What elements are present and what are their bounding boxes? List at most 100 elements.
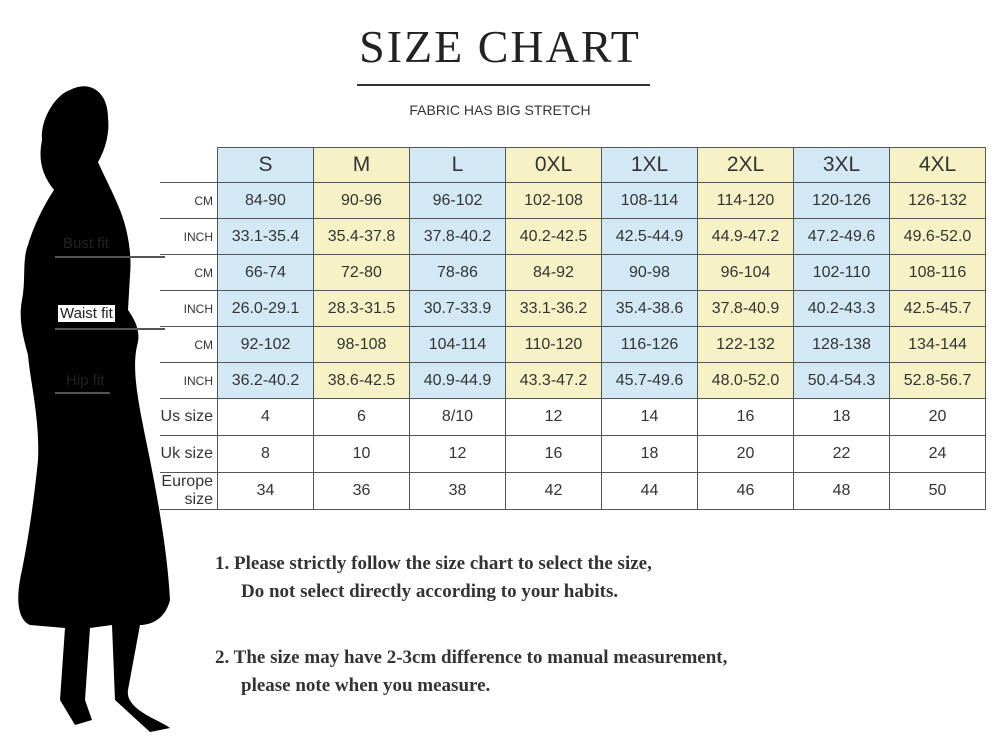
table-cell: 10 xyxy=(313,435,410,473)
subtitle: FABRIC HAS BIG STRETCH xyxy=(409,102,591,118)
header-row: S M L 0XL 1XL 2XL 3XL 4XL xyxy=(160,147,986,183)
table-cell: 104-114 xyxy=(409,326,506,363)
row-label: Europe size xyxy=(160,472,218,510)
table-cell: 35.4-37.8 xyxy=(313,218,410,255)
size-header: L xyxy=(409,147,506,183)
table-cell: 44 xyxy=(601,472,698,510)
row-label: INCH xyxy=(160,362,218,399)
table-cell: 44.9-47.2 xyxy=(697,218,794,255)
table-cell: 28.3-31.5 xyxy=(313,290,410,327)
table-cell: 84-92 xyxy=(505,254,602,291)
table-row: Us size 4 6 8/10 12 14 16 18 20 xyxy=(160,398,986,436)
table-row: CM 84-90 90-96 96-102 102-108 108-114 114-120 1… xyxy=(160,182,986,219)
table-cell: 37.8-40.9 xyxy=(697,290,794,327)
divider-waist xyxy=(55,328,165,330)
table-cell: 108-116 xyxy=(889,254,986,291)
title-underline xyxy=(357,84,650,86)
size-header: 0XL xyxy=(505,147,602,183)
table-cell: 35.4-38.6 xyxy=(601,290,698,327)
row-label: INCH xyxy=(160,290,218,327)
table-cell: 16 xyxy=(505,435,602,473)
table-cell: 36.2-40.2 xyxy=(217,362,314,399)
divider-bust xyxy=(55,256,165,258)
table-cell: 102-110 xyxy=(793,254,890,291)
table-cell: 8/10 xyxy=(409,398,506,436)
table-cell: 126-132 xyxy=(889,182,986,219)
row-label: CM xyxy=(160,182,218,219)
page-title: SIZE CHART xyxy=(359,21,641,72)
table-cell: 84-90 xyxy=(217,182,314,219)
size-header: 4XL xyxy=(889,147,986,183)
table-cell: 18 xyxy=(793,398,890,436)
table-cell: 14 xyxy=(601,398,698,436)
table-row: CM 66-74 72-80 78-86 84-92 90-98 96-104 102-110… xyxy=(160,254,986,291)
note-1-line-1: 1. Please strictly follow the size chart… xyxy=(215,553,652,574)
table-cell: 134-144 xyxy=(889,326,986,363)
table-row: Uk size 8 10 12 16 18 20 22 24 xyxy=(160,435,986,473)
table-cell: 48 xyxy=(793,472,890,510)
table-cell: 33.1-36.2 xyxy=(505,290,602,327)
table-cell: 37.8-40.2 xyxy=(409,218,506,255)
woman-silhouette-icon xyxy=(18,86,170,733)
table-cell: 90-98 xyxy=(601,254,698,291)
table-row: INCH 26.0-29.1 28.3-31.5 30.7-33.9 33.1-36.2… xyxy=(160,290,986,327)
table-cell: 4 xyxy=(217,398,314,436)
table-cell: 128-138 xyxy=(793,326,890,363)
table-row: CM 92-102 98-108 104-114 110-120 116-126 122-1… xyxy=(160,326,986,363)
table-cell: 116-126 xyxy=(601,326,698,363)
table-row: INCH 33.1-35.4 35.4-37.8 37.8-40.2 40.2-42.5… xyxy=(160,218,986,255)
size-header: M xyxy=(313,147,410,183)
table-cell: 26.0-29.1 xyxy=(217,290,314,327)
table-cell: 108-114 xyxy=(601,182,698,219)
note-2: 2. The size may have 2-3cm difference to… xyxy=(215,644,727,700)
table-row: INCH 36.2-40.2 38.6-42.5 40.9-44.9 43.3-47.2… xyxy=(160,362,986,399)
note-1: 1. Please strictly follow the size chart… xyxy=(215,550,652,606)
table-cell: 52.8-56.7 xyxy=(889,362,986,399)
table-cell: 98-108 xyxy=(313,326,410,363)
table-cell: 6 xyxy=(313,398,410,436)
table-cell: 96-102 xyxy=(409,182,506,219)
size-table: S M L 0XL 1XL 2XL 3XL 4XL CM 84-90 90-96 96-102 102-… xyxy=(160,147,986,510)
table-cell: 66-74 xyxy=(217,254,314,291)
corner-cell xyxy=(160,147,218,183)
table-cell: 46 xyxy=(697,472,794,510)
table-cell: 40.2-43.3 xyxy=(793,290,890,327)
table-cell: 120-126 xyxy=(793,182,890,219)
table-cell: 90-96 xyxy=(313,182,410,219)
size-header: 2XL xyxy=(697,147,794,183)
table-cell: 42.5-45.7 xyxy=(889,290,986,327)
table-cell: 16 xyxy=(697,398,794,436)
row-label: CM xyxy=(160,254,218,291)
waist-fit-label: Waist fit xyxy=(58,305,115,322)
size-header: S xyxy=(217,147,314,183)
table-cell: 18 xyxy=(601,435,698,473)
table-cell: 36 xyxy=(313,472,410,510)
table-cell: 47.2-49.6 xyxy=(793,218,890,255)
table-cell: 43.3-47.2 xyxy=(505,362,602,399)
table-row: Europe size 34 36 38 42 44 46 48 50 xyxy=(160,472,986,510)
size-header: 1XL xyxy=(601,147,698,183)
table-cell: 45.7-49.6 xyxy=(601,362,698,399)
table-cell: 122-132 xyxy=(697,326,794,363)
table-cell: 20 xyxy=(697,435,794,473)
table-cell: 48.0-52.0 xyxy=(697,362,794,399)
table-cell: 40.9-44.9 xyxy=(409,362,506,399)
size-header: 3XL xyxy=(793,147,890,183)
table-cell: 40.2-42.5 xyxy=(505,218,602,255)
table-cell: 110-120 xyxy=(505,326,602,363)
table-cell: 34 xyxy=(217,472,314,510)
table-cell: 42.5-44.9 xyxy=(601,218,698,255)
table-cell: 38.6-42.5 xyxy=(313,362,410,399)
note-2-line-1: 2. The size may have 2-3cm difference to… xyxy=(215,647,728,668)
table-cell: 30.7-33.9 xyxy=(409,290,506,327)
table-cell: 33.1-35.4 xyxy=(217,218,314,255)
row-label: Us size xyxy=(160,398,218,436)
table-cell: 72-80 xyxy=(313,254,410,291)
table-cell: 8 xyxy=(217,435,314,473)
table-cell: 92-102 xyxy=(217,326,314,363)
bust-fit-label: Bust fit xyxy=(63,235,109,252)
table-cell: 20 xyxy=(889,398,986,436)
table-cell: 78-86 xyxy=(409,254,506,291)
table-cell: 114-120 xyxy=(697,182,794,219)
